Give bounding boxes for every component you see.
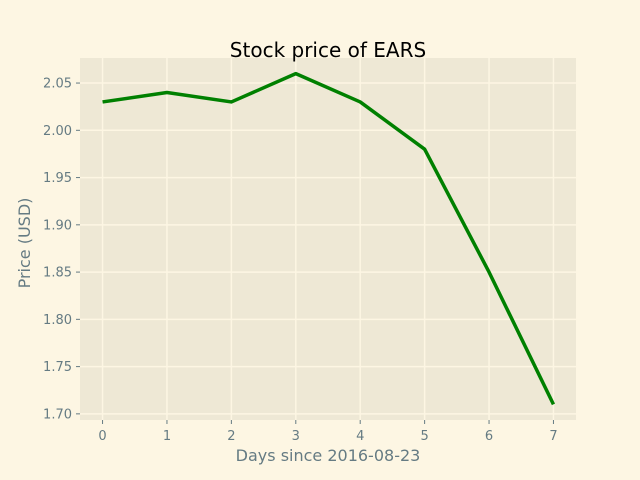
x-tick-label: 4	[356, 429, 364, 444]
y-tick-label: 1.70	[43, 407, 72, 422]
x-axis-label: Days since 2016-08-23	[236, 446, 421, 465]
y-axis-label: Price (USD)	[15, 198, 34, 289]
grid	[80, 58, 576, 420]
x-tick-label: 1	[163, 429, 171, 444]
x-tick-label: 2	[227, 429, 235, 444]
x-tick-label: 6	[485, 429, 493, 444]
y-tick-label: 1.80	[43, 313, 72, 328]
x-tick-label: 5	[420, 429, 428, 444]
y-tick-label: 2.05	[43, 77, 72, 92]
x-tick-label: 7	[549, 429, 557, 444]
plot-area	[80, 58, 576, 420]
y-tick-label: 1.85	[43, 266, 72, 281]
chart-title: Stock price of EARS	[230, 38, 426, 62]
y-tick-label: 1.90	[43, 218, 72, 233]
series-line	[102, 71, 556, 406]
y-tick-label: 1.75	[43, 360, 72, 375]
x-axis-ticks: 0 1 2 3 4 5 6 7	[98, 420, 558, 444]
x-tick-label: 3	[292, 429, 300, 444]
series-lines	[102, 71, 556, 406]
y-tick-label: 2.00	[43, 124, 72, 139]
x-tick-label: 0	[98, 429, 106, 444]
y-tick-label: 1.95	[43, 171, 72, 186]
y-axis-ticks: 1.70 1.75 1.80 1.85 1.90 1.95 2.00 2.05	[43, 77, 80, 422]
